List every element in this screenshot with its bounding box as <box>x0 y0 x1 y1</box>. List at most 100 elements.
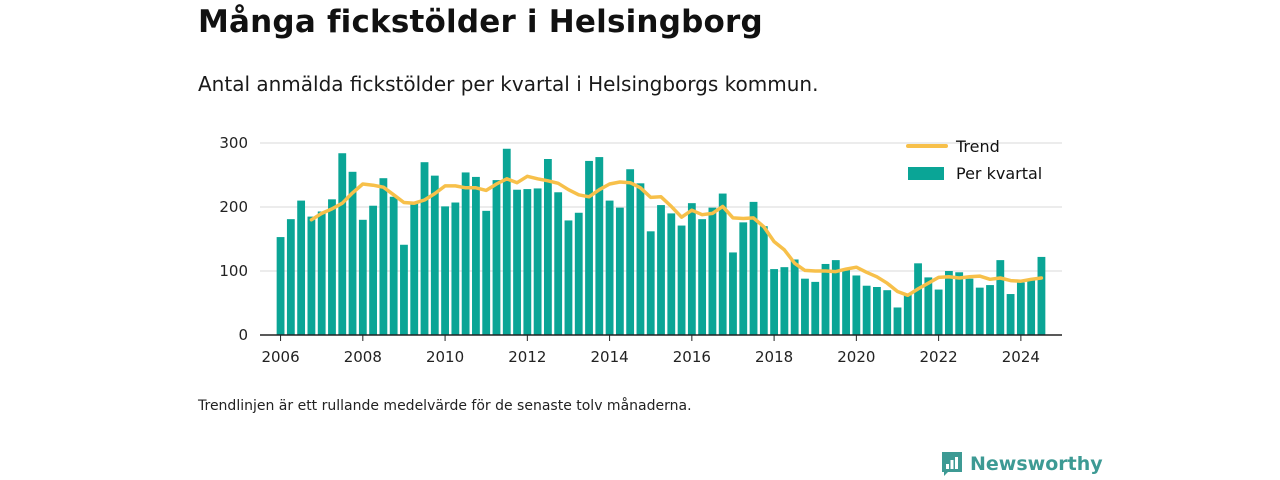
x-tick-label: 2006 <box>261 348 299 366</box>
bars <box>276 148 1046 335</box>
bar <box>708 207 717 335</box>
legend: Trend Per kvartal <box>906 137 1042 183</box>
bar <box>286 219 295 335</box>
bar <box>893 307 902 335</box>
legend-trend-label: Trend <box>955 137 1000 156</box>
bar <box>944 271 953 335</box>
chart-title: Många fickstölder i Helsingborg <box>198 4 763 40</box>
bar <box>595 157 604 335</box>
bar <box>883 290 892 335</box>
bar <box>482 210 491 335</box>
x-tick-label: 2022 <box>920 348 958 366</box>
bar <box>1027 279 1036 335</box>
x-tick-label: 2014 <box>590 348 628 366</box>
bar <box>903 294 912 335</box>
bar <box>862 285 871 335</box>
bar <box>718 193 727 335</box>
bar <box>461 172 470 335</box>
bar <box>513 189 521 335</box>
chart-svg: 0 100 200 300 2006 2008 2010 2012 2014 2016 2018 20… <box>219 134 1062 366</box>
y-tick-label: 100 <box>219 262 248 280</box>
x-tick-label: 2012 <box>508 348 546 366</box>
bar <box>492 180 501 335</box>
x-tick-label: 2010 <box>426 348 464 366</box>
bar <box>574 212 583 335</box>
y-tick-label: 300 <box>219 134 248 152</box>
x-tick-label: 2016 <box>673 348 711 366</box>
bar <box>533 188 542 335</box>
bar <box>1016 282 1025 335</box>
bar <box>759 226 768 335</box>
bar <box>914 263 922 335</box>
bar <box>564 220 573 335</box>
bar <box>873 287 881 335</box>
brand-logo: Newsworthy <box>940 450 1103 478</box>
bar <box>379 178 388 335</box>
bar <box>698 219 707 335</box>
bar <box>821 263 830 335</box>
x-tick-label: 2018 <box>755 348 793 366</box>
bar <box>811 281 820 335</box>
bar <box>358 219 367 335</box>
bar <box>400 244 408 335</box>
y-tick-label: 0 <box>238 326 248 344</box>
y-tick-label: 200 <box>219 198 248 216</box>
legend-bars-swatch <box>908 167 944 180</box>
bar <box>770 269 779 335</box>
bar <box>852 275 861 335</box>
bar <box>801 278 809 335</box>
bar <box>790 259 799 335</box>
bar <box>543 159 552 335</box>
bar <box>687 203 696 335</box>
bar <box>636 183 645 335</box>
bar <box>677 225 686 335</box>
bar <box>934 289 943 335</box>
bar <box>831 260 840 335</box>
bar <box>389 196 398 335</box>
x-tick-label: 2020 <box>837 348 875 366</box>
bar <box>430 175 439 335</box>
trend-line <box>309 174 1044 298</box>
bar <box>965 278 974 335</box>
brand-name: Newsworthy <box>970 453 1103 475</box>
x-tick-label: 2008 <box>344 348 382 366</box>
newsworthy-logo-icon <box>942 452 962 476</box>
bar <box>523 189 532 335</box>
bar <box>554 192 563 335</box>
bar <box>420 162 429 335</box>
bar <box>451 202 460 335</box>
bar <box>667 213 676 335</box>
bar <box>626 169 635 335</box>
bar <box>307 216 316 335</box>
bar <box>996 260 1005 335</box>
chart-subtitle: Antal anmälda fickstölder per kvartal i … <box>198 72 819 96</box>
bar <box>502 148 511 335</box>
bar <box>1006 294 1015 335</box>
bar <box>441 206 449 335</box>
bar <box>348 171 357 335</box>
bar <box>646 231 655 335</box>
bar <box>739 222 748 335</box>
bar <box>729 252 737 335</box>
bar <box>605 200 614 335</box>
bar <box>955 272 964 335</box>
bar <box>369 205 378 335</box>
bar <box>986 285 994 335</box>
bar <box>276 237 285 335</box>
bar <box>297 200 306 335</box>
bar <box>472 176 480 335</box>
footnote: Trendlinjen är ett rullande medelvärde f… <box>198 398 692 414</box>
trend-layer <box>309 174 1044 298</box>
bar <box>615 207 624 335</box>
bar <box>780 267 789 335</box>
bar <box>338 153 347 335</box>
legend-bars-label: Per kvartal <box>956 164 1042 183</box>
bar <box>585 160 593 335</box>
bar <box>317 211 326 335</box>
x-tick-label: 2024 <box>1002 348 1040 366</box>
bar <box>975 287 984 335</box>
bar <box>842 269 850 335</box>
axes: 0 100 200 300 2006 2008 2010 2012 2014 2016 2018 20… <box>219 134 1062 366</box>
bar <box>328 199 336 335</box>
bar <box>924 277 933 335</box>
